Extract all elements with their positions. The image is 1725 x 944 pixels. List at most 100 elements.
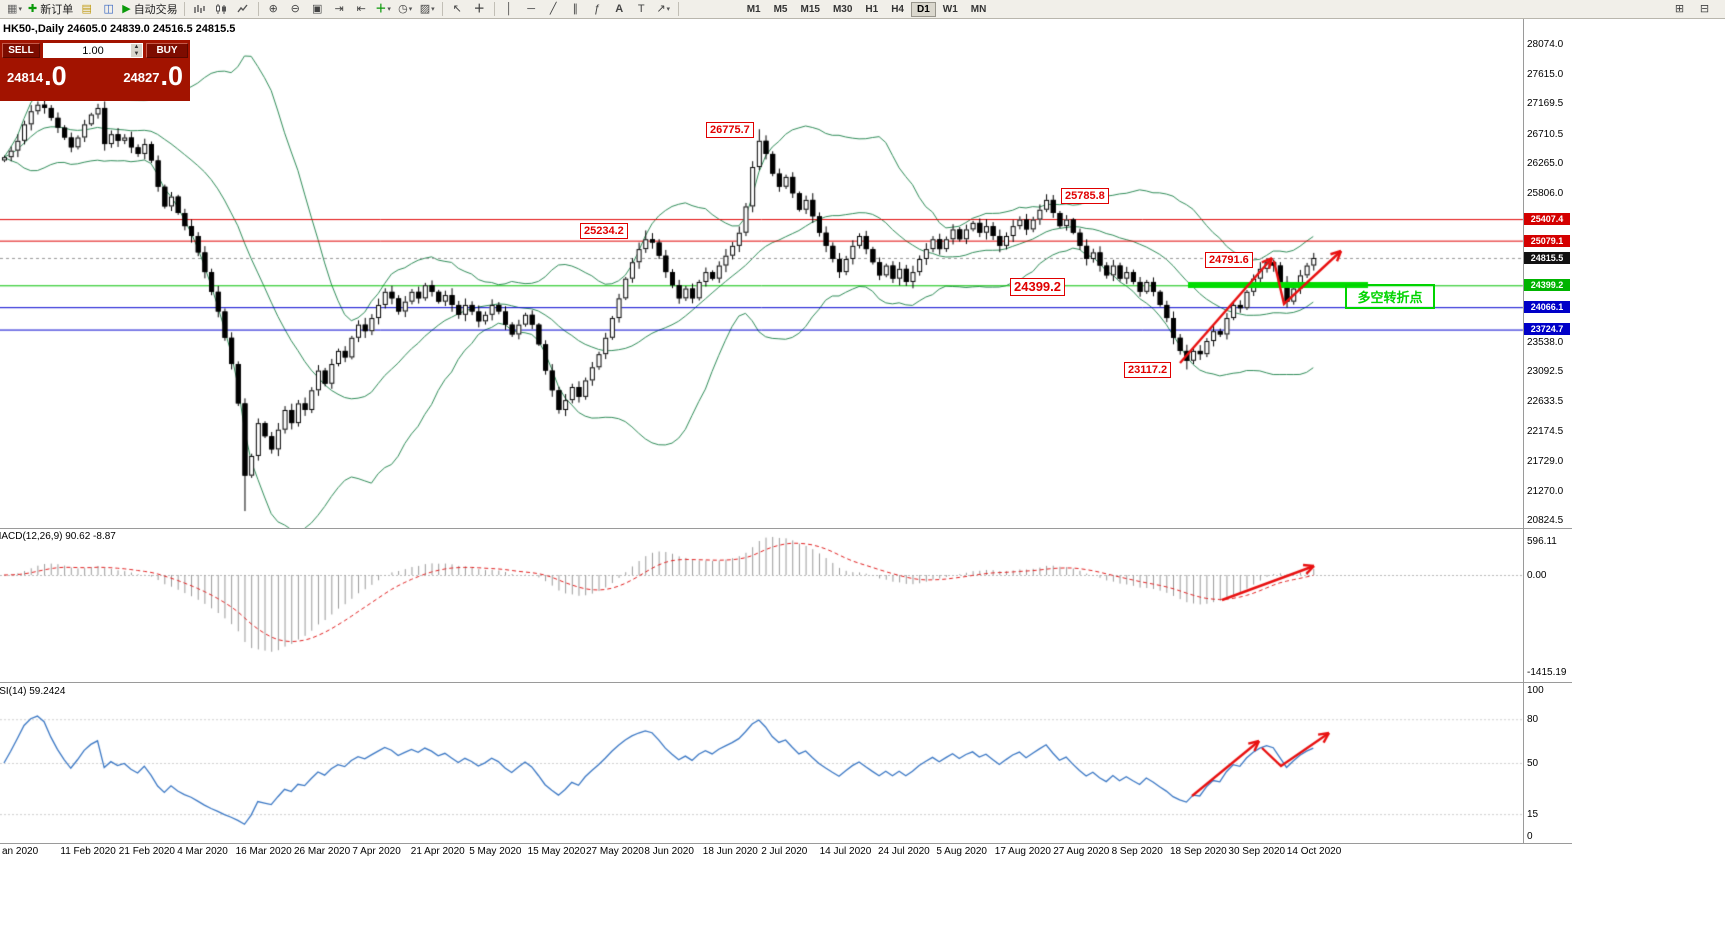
crosshair-button[interactable]: ＋ [469, 1, 490, 17]
macd-axis-label: 0.00 [1527, 570, 1547, 581]
toolbar-extra-button-2[interactable]: ⊟ [1694, 1, 1715, 17]
sell-button[interactable]: SELL [2, 43, 40, 58]
volume-spinner: ▲ ▼ [131, 44, 142, 57]
text-label-icon: T [637, 3, 645, 15]
time-axis-label: 21 Apr 2020 [410, 846, 465, 857]
price-label-box[interactable]: 24399.2 [1010, 278, 1065, 296]
zoom-in-button[interactable]: ⊕ [263, 1, 284, 17]
time-axis-label: 11 Feb 2020 [60, 846, 116, 857]
chevron-down-icon: ▾ [18, 6, 22, 13]
macd-pane-separator[interactable] [0, 528, 1572, 529]
sell-price[interactable]: 24814 .0 [7, 60, 67, 93]
text-button[interactable]: A [609, 1, 630, 17]
price-axis-label: 25806.0 [1527, 188, 1564, 199]
channel-button[interactable]: ∥ [565, 1, 586, 17]
timeframe-button-M1[interactable]: M1 [746, 3, 761, 15]
crosshair-icon: ＋ [473, 3, 485, 15]
autotrading-button[interactable]: ▶ 自动交易 [120, 1, 179, 17]
toolbar-right-group: ⊞ ⊟ [1669, 1, 1715, 17]
periods-button[interactable]: ◷ ▾ [395, 1, 416, 17]
toolbar-separator [257, 2, 259, 16]
timeframe-button-D1[interactable]: D1 [911, 1, 936, 17]
time-axis-label: 14 Oct 2020 [1286, 846, 1342, 857]
chevron-down-icon: ▾ [387, 6, 391, 13]
bar-chart-icon [194, 5, 205, 13]
time-axis-label: 14 Jul 2020 [819, 846, 872, 857]
fibonacci-button[interactable]: ƒ [587, 1, 608, 17]
profiles-button[interactable]: ▤ [76, 1, 97, 17]
rsi-indicator-label: RSI(14) 59.2424 [0, 686, 66, 697]
volume-input[interactable] [58, 44, 128, 57]
turning-point-note[interactable]: 多空转折点 [1345, 284, 1435, 309]
text-icon: A [615, 3, 624, 15]
candle-chart-type-button[interactable] [211, 1, 232, 17]
price-label-box[interactable]: 23117.2 [1124, 362, 1172, 378]
time-axis-label: 16 Mar 2020 [235, 846, 292, 857]
price-label-box[interactable]: 26775.7 [706, 122, 754, 138]
templates-button[interactable]: ▨ ▾ [417, 1, 438, 17]
line-chart-type-button[interactable] [233, 1, 254, 17]
timeframe-button-H4[interactable]: H4 [891, 3, 904, 15]
horizontal-line-button[interactable]: ─ [521, 1, 542, 17]
one-click-trading-panel: SELL ▲ ▼ BUY 24814 .0 24827 .0 [0, 40, 190, 101]
time-axis-label: 2 Jul 2020 [761, 846, 808, 857]
rsi-axis-label: 80 [1527, 714, 1539, 725]
macd-axis-label: 596.11 [1527, 536, 1557, 547]
indicators-plus-icon: ＋ [375, 3, 387, 15]
price-axis-label: 20824.5 [1527, 515, 1564, 526]
autotrading-label: 自动交易 [133, 4, 178, 16]
vertical-line-icon: │ [505, 3, 513, 15]
price-axis-line [1523, 19, 1524, 843]
timeframe-button-H1[interactable]: H1 [865, 3, 879, 15]
cursor-button[interactable]: ↖ [447, 1, 468, 17]
bar-chart-type-button[interactable] [189, 1, 210, 17]
arrows-button[interactable]: ↗ ▾ [653, 1, 674, 17]
chevron-down-icon: ▾ [431, 6, 435, 13]
timeframe-button-MN[interactable]: MN [970, 3, 987, 15]
price-axis-label: 26265.0 [1527, 158, 1564, 169]
trendline-button[interactable]: ╱ [543, 1, 564, 17]
price-axis-label: 27169.5 [1527, 98, 1564, 109]
toolbar-separator [493, 2, 495, 16]
rsi-axis-label: 0 [1527, 831, 1533, 842]
time-axis-label: 7 Apr 2020 [352, 846, 401, 857]
price-label-box[interactable]: 24791.6 [1205, 252, 1253, 268]
toolbar-extra-button-1[interactable]: ⊞ [1669, 1, 1690, 17]
vertical-line-button[interactable]: │ [499, 1, 520, 17]
chart-shift-button[interactable]: ⇤ [351, 1, 372, 17]
buy-price-main: 24827 [123, 70, 160, 85]
time-axis-label: 26 Mar 2020 [294, 846, 351, 857]
channel-icon: ∥ [572, 3, 578, 15]
price-label-box[interactable]: 25234.2 [580, 223, 628, 239]
timeframe-button-W1[interactable]: W1 [942, 3, 958, 15]
time-axis-label: 18 Sep 2020 [1170, 846, 1227, 857]
volume-down-icon[interactable]: ▼ [131, 50, 142, 57]
price-axis-tag: 24399.2 [1524, 279, 1570, 291]
new-order-button[interactable]: ✚ 新订单 [26, 1, 75, 17]
buy-price[interactable]: 24827 .0 [123, 60, 183, 93]
tile-windows-button[interactable]: ▣ [307, 1, 328, 17]
toolbar-separator [183, 2, 185, 16]
horizontal-line-icon: ─ [527, 3, 536, 15]
price-axis-label: 23092.5 [1527, 366, 1564, 377]
timeframe-button-M30[interactable]: M30 [832, 3, 853, 15]
main-toolbar: ▦ ▾ ✚ 新订单 ▤ ◫ ▶ 自动交易 ⊕ ⊖ ▣ ⇥ ⇤ ＋ ▾ ◷ ▾ ▨… [0, 0, 1725, 19]
auto-scroll-button[interactable]: ⇥ [329, 1, 350, 17]
price-axis-tag: 23724.7 [1524, 323, 1570, 335]
rsi-pane-separator[interactable] [0, 682, 1572, 683]
new-chart-button[interactable]: ▦ ▾ [4, 1, 25, 17]
time-axis-label: 5 Aug 2020 [936, 846, 987, 857]
timeframe-button-M5[interactable]: M5 [773, 3, 788, 15]
buy-button[interactable]: BUY [146, 43, 188, 58]
price-label-box[interactable]: 25785.8 [1061, 188, 1109, 204]
indicators-button[interactable]: ＋ ▾ [373, 1, 394, 17]
text-label-button[interactable]: T [631, 1, 652, 17]
zoom-out-button[interactable]: ⊖ [285, 1, 306, 17]
auto-scroll-icon: ⇥ [334, 3, 344, 15]
zoom-in-icon: ⊕ [268, 3, 278, 15]
macd-axis-label: -1415.19 [1527, 667, 1567, 678]
timeframe-button-M15[interactable]: M15 [800, 3, 820, 15]
volume-up-icon[interactable]: ▲ [131, 44, 142, 51]
market-watch-button[interactable]: ◫ [98, 1, 119, 17]
